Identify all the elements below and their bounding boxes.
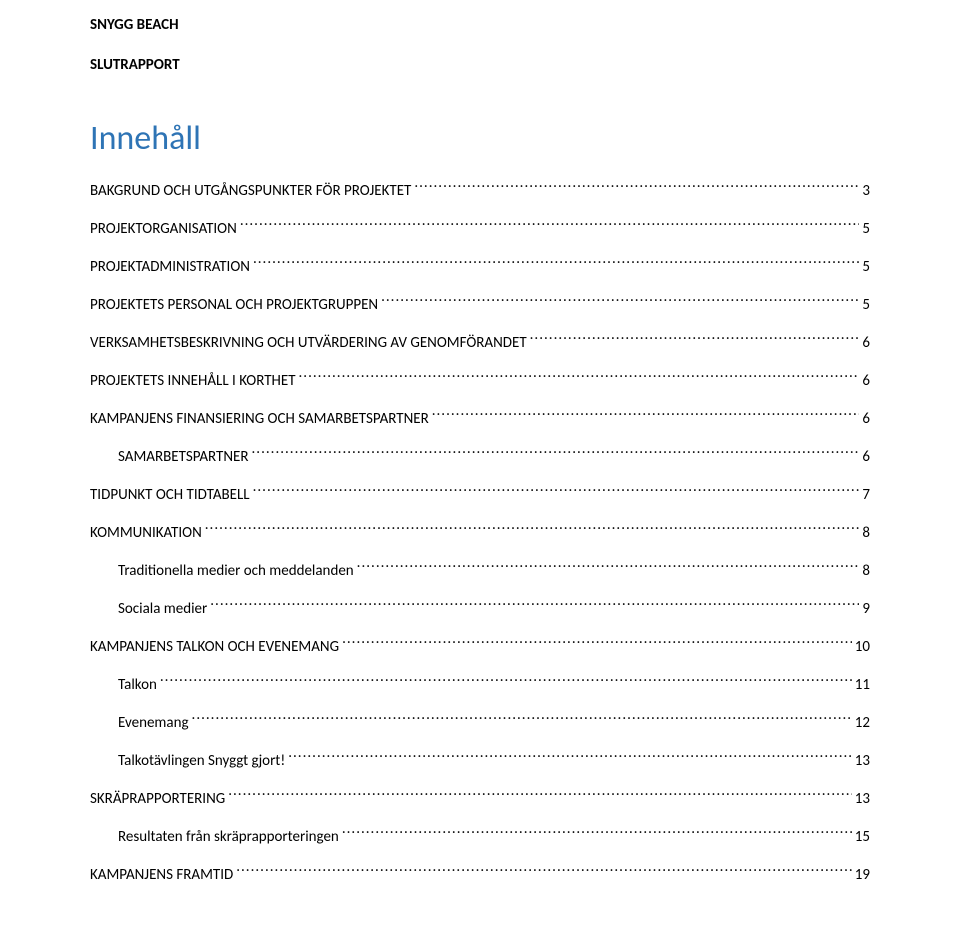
toc-list: BAKGRUND OCH UTGÅNGSPUNKTER FÖR PROJEKTE…: [90, 179, 870, 887]
toc-entry: BAKGRUND OCH UTGÅNGSPUNKTER FÖR PROJEKTE…: [90, 179, 870, 203]
toc-entry-label: PROJEKTORGANISATION: [90, 217, 240, 241]
toc-entry-label: Sociala medier: [90, 597, 210, 621]
toc-dot-leader: [192, 712, 852, 727]
toc-entry: PROJEKTADMINISTRATION 5: [90, 255, 870, 279]
toc-dot-leader: [381, 294, 859, 309]
toc-entry-page: 5: [859, 293, 870, 317]
toc-dot-leader: [252, 446, 860, 461]
document-title: SNYGG BEACH: [90, 16, 870, 34]
toc-entry-label: VERKSAMHETSBESKRIVNING OCH UTVÄRDERING A…: [90, 331, 530, 355]
toc-entry-label: PROJEKTADMINISTRATION: [90, 255, 253, 279]
toc-entry: Talkon 11: [90, 673, 870, 697]
toc-heading: Innehåll: [90, 118, 870, 159]
toc-dot-leader: [432, 408, 860, 423]
toc-entry-label: Talkon: [90, 673, 160, 697]
toc-entry: KAMPANJENS FRAMTID 19: [90, 863, 870, 887]
toc-entry-label: KAMPANJENS FINANSIERING OCH SAMARBETSPAR…: [90, 407, 432, 431]
toc-entry-label: SKRÄPRAPPORTERING: [90, 787, 228, 811]
toc-dot-leader: [253, 484, 860, 499]
toc-entry-page: 8: [859, 521, 870, 545]
toc-dot-leader: [299, 370, 860, 385]
toc-entry-label: KOMMUNIKATION: [90, 521, 205, 545]
toc-entry-page: 6: [859, 407, 870, 431]
toc-entry: Traditionella medier och meddelanden 8: [90, 559, 870, 583]
toc-entry-page: 12: [852, 711, 870, 735]
toc-dot-leader: [210, 598, 859, 613]
toc-entry: KOMMUNIKATION 8: [90, 521, 870, 545]
toc-dot-leader: [240, 218, 860, 233]
toc-entry: Evenemang 12: [90, 711, 870, 735]
toc-dot-leader: [530, 332, 860, 347]
toc-entry-label: BAKGRUND OCH UTGÅNGSPUNKTER FÖR PROJEKTE…: [90, 179, 414, 203]
toc-entry-page: 19: [852, 863, 870, 887]
toc-entry: TIDPUNKT OCH TIDTABELL 7: [90, 483, 870, 507]
toc-entry-page: 7: [859, 483, 870, 507]
document-subtitle: SLUTRAPPORT: [90, 56, 870, 74]
toc-entry-page: 13: [852, 787, 870, 811]
toc-entry-label: PROJEKTETS INNEHÅLL I KORTHET: [90, 369, 299, 393]
toc-entry-page: 6: [859, 445, 870, 469]
toc-entry: SKRÄPRAPPORTERING 13: [90, 787, 870, 811]
toc-entry-page: 6: [859, 369, 870, 393]
toc-entry-page: 10: [852, 635, 870, 659]
toc-dot-leader: [205, 522, 860, 537]
toc-dot-leader: [342, 826, 852, 841]
toc-entry-page: 8: [859, 559, 870, 583]
toc-entry-page: 6: [859, 331, 870, 355]
toc-entry-label: KAMPANJENS FRAMTID: [90, 863, 236, 887]
toc-dot-leader: [288, 750, 852, 765]
toc-entry: KAMPANJENS TALKON OCH EVENEMANG 10: [90, 635, 870, 659]
toc-dot-leader: [160, 674, 852, 689]
toc-entry-label: TIDPUNKT OCH TIDTABELL: [90, 483, 253, 507]
toc-entry-label: PROJEKTETS PERSONAL OCH PROJEKTGRUPPEN: [90, 293, 381, 317]
toc-dot-leader: [414, 180, 859, 195]
toc-entry: Resultaten från skräprapporteringen 15: [90, 825, 870, 849]
toc-entry: PROJEKTETS PERSONAL OCH PROJEKTGRUPPEN 5: [90, 293, 870, 317]
toc-dot-leader: [253, 256, 859, 271]
toc-entry-page: 13: [852, 749, 870, 773]
toc-entry-label: Evenemang: [90, 711, 192, 735]
document-page: SNYGG BEACH SLUTRAPPORT Innehåll BAKGRUN…: [0, 0, 960, 931]
toc-entry-page: 5: [859, 217, 870, 241]
toc-entry: Sociala medier 9: [90, 597, 870, 621]
toc-entry: PROJEKTORGANISATION 5: [90, 217, 870, 241]
toc-entry-page: 3: [859, 179, 870, 203]
toc-entry: VERKSAMHETSBESKRIVNING OCH UTVÄRDERING A…: [90, 331, 870, 355]
toc-entry-page: 9: [859, 597, 870, 621]
toc-entry: PROJEKTETS INNEHÅLL I KORTHET 6: [90, 369, 870, 393]
toc-entry: SAMARBETSPARTNER 6: [90, 445, 870, 469]
toc-entry-page: 5: [859, 255, 870, 279]
toc-dot-leader: [236, 864, 852, 879]
toc-entry: KAMPANJENS FINANSIERING OCH SAMARBETSPAR…: [90, 407, 870, 431]
toc-entry-page: 11: [852, 673, 870, 697]
toc-entry-label: Talkotävlingen Snyggt gjort!: [90, 749, 288, 773]
toc-dot-leader: [342, 636, 852, 651]
toc-entry-label: KAMPANJENS TALKON OCH EVENEMANG: [90, 635, 342, 659]
toc-entry-label: Resultaten från skräprapporteringen: [90, 825, 342, 849]
toc-entry-page: 15: [852, 825, 870, 849]
toc-entry-label: Traditionella medier och meddelanden: [90, 559, 357, 583]
toc-dot-leader: [228, 788, 852, 803]
toc-dot-leader: [357, 560, 860, 575]
toc-entry: Talkotävlingen Snyggt gjort! 13: [90, 749, 870, 773]
toc-entry-label: SAMARBETSPARTNER: [90, 445, 252, 469]
